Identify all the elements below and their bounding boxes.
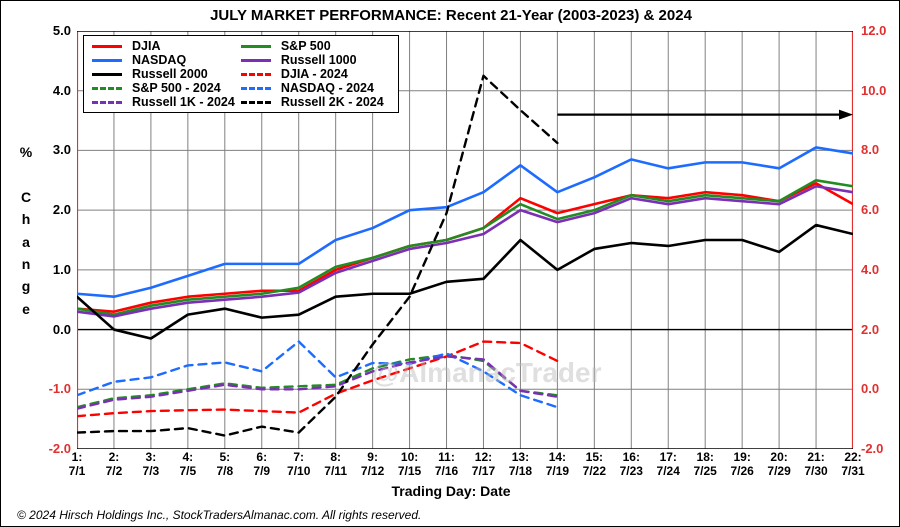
x-tick: 12:7/17 [465,451,501,479]
y-right-tick: 2.0 [861,322,900,337]
chart-title: JULY MARKET PERFORMANCE: Recent 21-Year … [1,7,900,24]
x-tick: 21:7/30 [798,451,834,479]
x-tick: 1:7/1 [59,451,95,479]
series-nasdaq [77,147,853,296]
y-left-tick: 0.0 [31,322,71,337]
x-tick: 15:7/22 [576,451,612,479]
series-russell-1k-2024 [77,356,557,408]
x-tick: 11:7/16 [429,451,465,479]
legend-label: NASDAQ - 2024 [281,81,390,95]
y-axis-left-label: % Change [19,141,33,320]
x-tick: 8:7/11 [318,451,354,479]
x-tick: 13:7/18 [502,451,538,479]
legend-label: NASDAQ [132,53,241,67]
y-left-tick: 1.0 [31,262,71,277]
x-tick: 19:7/26 [724,451,760,479]
y-right-tick: 8.0 [861,142,900,157]
legend-swatch [92,101,122,104]
x-axis-label: Trading Day: Date [1,483,900,499]
legend-label: Russell 2K - 2024 [281,95,390,109]
y-right-tick: 12.0 [861,23,900,38]
legend-swatch [241,101,271,104]
right-axis-arrow [839,110,853,120]
legend-swatch [241,73,271,76]
chart-container: JULY MARKET PERFORMANCE: Recent 21-Year … [0,0,900,527]
x-tick: 14:7/19 [539,451,575,479]
x-tick: 20:7/29 [761,451,797,479]
y-right-tick: 0.0 [861,381,900,396]
series-djia-2024 [77,342,557,417]
legend-swatch [241,45,271,48]
legend-label: Russell 2000 [132,67,241,81]
legend: DJIA S&P 500 NASDAQ Russell 1000 Russell 200… [83,35,399,113]
legend-swatch [92,87,122,90]
x-tick: 4:7/5 [170,451,206,479]
x-tick: 9:7/12 [355,451,391,479]
x-tick: 17:7/24 [650,451,686,479]
legend-label: S&P 500 [281,39,390,53]
series-djia [77,183,853,311]
series-russell-2000 [77,225,853,338]
series-russell-2k-2024 [77,76,557,436]
x-tick: 22:7/31 [835,451,871,479]
y-left-tick: 4.0 [31,83,71,98]
x-tick: 2:7/2 [96,451,132,479]
legend-swatch [92,59,122,62]
x-tick: 5:7/8 [207,451,243,479]
y-left-tick: -1.0 [31,381,71,396]
legend-swatch [92,73,122,76]
y-left-tick: 2.0 [31,202,71,217]
x-tick: 18:7/25 [687,451,723,479]
x-tick: 7:7/10 [281,451,317,479]
legend-swatch [92,45,122,48]
copyright: © 2024 Hirsch Holdings Inc., StockTrader… [17,508,421,522]
y-right-tick: 4.0 [861,262,900,277]
x-tick: 3:7/3 [133,451,169,479]
legend-label: Russell 1K - 2024 [132,95,241,109]
y-right-tick: 6.0 [861,202,900,217]
legend-label: Russell 1000 [281,53,390,67]
y-right-tick: 10.0 [861,83,900,98]
legend-swatch [241,87,271,90]
legend-label: DJIA [132,39,241,53]
y-left-tick: 5.0 [31,23,71,38]
x-tick: 16:7/23 [613,451,649,479]
y-left-tick: 3.0 [31,142,71,157]
legend-swatch [241,59,271,62]
x-tick: 6:7/9 [244,451,280,479]
series-s-p-500-2024 [77,355,557,407]
legend-label: S&P 500 - 2024 [132,81,241,95]
x-tick: 10:7/15 [392,451,428,479]
legend-label: DJIA - 2024 [281,67,390,81]
